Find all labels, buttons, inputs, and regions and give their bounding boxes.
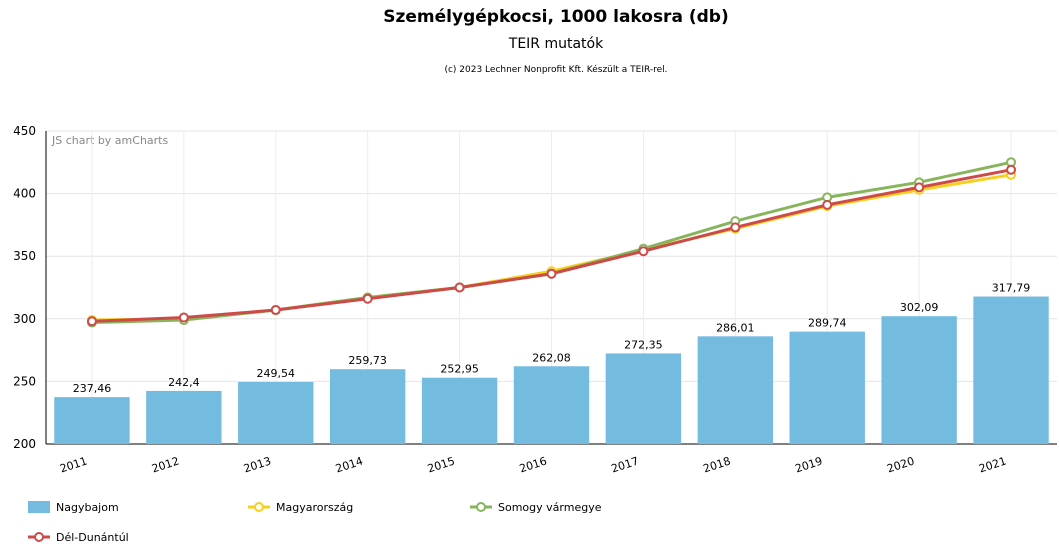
marker: [454, 282, 465, 293]
legend-swatch: [476, 502, 486, 512]
x-tick-label: 2021: [977, 454, 1008, 475]
marker: [178, 312, 189, 323]
legend-label: Somogy vármegye: [498, 501, 602, 514]
marker: [86, 316, 97, 327]
bar: [973, 296, 1049, 444]
chart-title: Személygépkocsi, 1000 lakosra (db): [383, 7, 728, 27]
marker: [914, 182, 925, 193]
marker: [638, 246, 649, 257]
data-label: 262,08: [532, 351, 571, 364]
y-tick-label: 300: [13, 312, 36, 326]
x-tick-label: 2017: [610, 454, 641, 475]
x-tick-label: 2015: [426, 454, 457, 475]
data-label: 242,4: [168, 376, 200, 389]
y-tick-label: 250: [13, 374, 36, 388]
legend-label: Nagybajom: [56, 501, 119, 514]
x-tick-label: 2019: [794, 454, 825, 475]
x-tick-label: 2014: [334, 454, 365, 475]
bar: [605, 353, 682, 444]
legend-swatch: [34, 532, 44, 542]
x-tick-label: 2018: [702, 454, 733, 475]
bar: [881, 316, 957, 444]
watermark: JS chart by amCharts: [51, 134, 168, 147]
bar: [697, 336, 774, 444]
y-tick-label: 350: [13, 249, 36, 263]
data-label: 302,09: [900, 301, 939, 314]
data-label: 259,73: [348, 354, 387, 367]
marker: [822, 199, 833, 210]
bar: [513, 366, 590, 444]
chart-subtitle: TEIR mutatók: [508, 36, 604, 52]
y-tick-label: 400: [13, 187, 36, 201]
marker: [362, 293, 373, 304]
legend-label: Dél-Dunántúl: [56, 531, 129, 544]
legend-swatch: [28, 501, 50, 513]
x-tick-label: 2016: [518, 454, 549, 475]
bar: [329, 369, 406, 444]
x-tick-label: 2012: [150, 454, 181, 475]
bar: [789, 331, 865, 444]
marker: [270, 305, 281, 316]
marker: [546, 268, 557, 279]
x-tick-label: 2013: [242, 454, 273, 475]
bar: [146, 390, 222, 444]
bar: [238, 381, 314, 444]
data-label: 289,74: [808, 317, 847, 330]
data-label: 272,35: [624, 338, 663, 351]
data-label: 249,54: [257, 367, 296, 380]
bar: [421, 377, 498, 444]
data-label: 317,79: [992, 282, 1031, 295]
data-label: 286,01: [716, 321, 755, 334]
legend-swatch: [254, 502, 264, 512]
marker: [730, 222, 741, 233]
x-tick-label: 2020: [885, 454, 916, 475]
y-tick-label: 200: [13, 437, 36, 451]
y-tick-label: 450: [13, 124, 36, 138]
credit: (c) 2023 Lechner Nonprofit Kft. Készült …: [444, 64, 667, 75]
legend-label: Magyarország: [276, 501, 353, 514]
data-label: 252,95: [440, 363, 479, 376]
marker: [1006, 164, 1017, 175]
bar: [54, 397, 130, 444]
x-tick-label: 2011: [58, 454, 89, 475]
data-label: 237,46: [73, 382, 112, 395]
